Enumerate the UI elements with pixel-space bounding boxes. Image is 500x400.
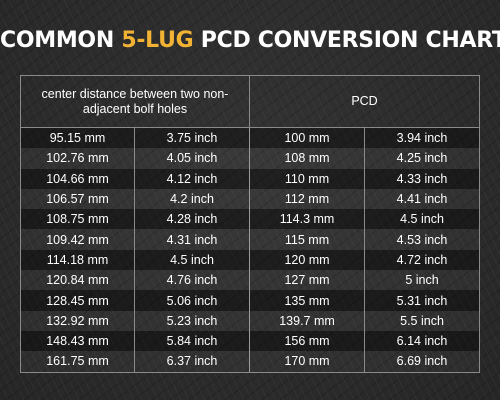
center-distance-mm-cell: 161.75 mm <box>20 351 135 373</box>
table-body: 95.15 mm 3.75 inch 100 mm 3.94 inch 102.76 m… <box>20 127 481 373</box>
center-distance-inch-cell: 4.76 inch <box>133 270 251 291</box>
pcd-mm-cell: 100 mm <box>249 127 366 149</box>
pcd-inch-cell: 6.14 inch <box>364 330 481 352</box>
center-distance-inch-cell: 4.05 inch <box>133 148 251 169</box>
pcd-inch-cell: 5.31 inch <box>364 290 481 311</box>
center-distance-inch-cell: 4.12 inch <box>133 168 251 189</box>
pcd-mm-cell: 114.3 mm <box>249 209 366 230</box>
center-distance-mm-cell: 102.76 mm <box>20 148 135 169</box>
center-distance-mm-cell: 109.42 mm <box>20 229 135 250</box>
pcd-mm-cell: 120 mm <box>249 249 366 271</box>
title-suffix: PCD CONVERSION CHART <box>193 28 500 53</box>
table-row: 120.84 mm 4.76 inch 127 mm 5 inch <box>20 270 481 291</box>
center-distance-mm-cell: 108.75 mm <box>20 209 135 230</box>
chart-title: COMMON 5-LUG PCD CONVERSION CHART <box>0 27 500 55</box>
center-distance-inch-cell: 5.06 inch <box>133 290 251 311</box>
table-row: 106.57 mm 4.2 inch 112 mm 4.41 inch <box>20 188 481 210</box>
header-center-distance: center distance between two non-adjacent… <box>19 75 251 128</box>
pcd-inch-cell: 4.41 inch <box>364 188 481 210</box>
table-row: 108.75 mm 4.28 inch 114.3 mm 4.5 inch <box>20 209 481 230</box>
center-distance-inch-cell: 4.31 inch <box>133 229 251 250</box>
pcd-inch-cell: 4.25 inch <box>364 148 481 169</box>
table-header-row: center distance between two non-adjacent… <box>19 75 481 128</box>
pcd-inch-cell: 4.33 inch <box>364 168 481 189</box>
center-distance-inch-cell: 5.23 inch <box>133 310 251 331</box>
center-distance-mm-cell: 114.18 mm <box>20 249 135 271</box>
pcd-mm-cell: 115 mm <box>249 229 366 250</box>
pcd-mm-cell: 156 mm <box>249 330 366 352</box>
table-row: 109.42 mm 4.31 inch 115 mm 4.53 inch <box>20 229 481 250</box>
pcd-inch-cell: 3.94 inch <box>364 127 481 149</box>
table-row: 102.76 mm 4.05 inch 108 mm 4.25 inch <box>20 148 481 169</box>
center-distance-inch-cell: 4.5 inch <box>133 249 251 271</box>
pcd-inch-cell: 4.53 inch <box>364 229 481 250</box>
pcd-inch-cell: 5 inch <box>364 270 481 291</box>
pcd-mm-cell: 139.7 mm <box>249 310 366 331</box>
table-row: 148.43 mm 5.84 inch 156 mm 6.14 inch <box>20 330 481 352</box>
pcd-inch-cell: 6.69 inch <box>364 351 481 373</box>
center-distance-inch-cell: 4.2 inch <box>133 188 251 210</box>
center-distance-mm-cell: 128.45 mm <box>20 290 135 311</box>
center-distance-mm-cell: 104.66 mm <box>20 168 135 189</box>
center-distance-mm-cell: 120.84 mm <box>20 270 135 291</box>
table-row: 128.45 mm 5.06 inch 135 mm 5.31 inch <box>20 290 481 311</box>
pcd-mm-cell: 135 mm <box>249 290 366 311</box>
center-distance-mm-cell: 95.15 mm <box>20 127 135 149</box>
pcd-conversion-table: center distance between two non-adjacent… <box>19 75 481 373</box>
center-distance-inch-cell: 4.28 inch <box>133 209 251 230</box>
table-row: 132.92 mm 5.23 inch 139.7 mm 5.5 inch <box>20 310 481 331</box>
header-pcd: PCD <box>249 75 481 128</box>
table-row: 104.66 mm 4.12 inch 110 mm 4.33 inch <box>20 168 481 189</box>
table-row: 161.75 mm 6.37 inch 170 mm 6.69 inch <box>20 351 481 373</box>
table-row: 114.18 mm 4.5 inch 120 mm 4.72 inch <box>20 249 481 271</box>
pcd-mm-cell: 170 mm <box>249 351 366 373</box>
pcd-mm-cell: 110 mm <box>249 168 366 189</box>
title-highlight: 5-LUG <box>121 28 194 53</box>
center-distance-inch-cell: 6.37 inch <box>133 351 251 373</box>
center-distance-inch-cell: 3.75 inch <box>133 127 251 149</box>
pcd-mm-cell: 127 mm <box>249 270 366 291</box>
pcd-inch-cell: 4.72 inch <box>364 249 481 271</box>
center-distance-mm-cell: 132.92 mm <box>20 310 135 331</box>
center-distance-mm-cell: 148.43 mm <box>20 330 135 352</box>
center-distance-mm-cell: 106.57 mm <box>20 188 135 210</box>
center-distance-inch-cell: 5.84 inch <box>133 330 251 352</box>
pcd-inch-cell: 4.5 inch <box>364 209 481 230</box>
table-row: 95.15 mm 3.75 inch 100 mm 3.94 inch <box>20 127 481 149</box>
title-prefix: COMMON <box>0 28 122 53</box>
pcd-mm-cell: 108 mm <box>249 148 366 169</box>
pcd-inch-cell: 5.5 inch <box>364 310 481 331</box>
pcd-mm-cell: 112 mm <box>249 188 366 210</box>
